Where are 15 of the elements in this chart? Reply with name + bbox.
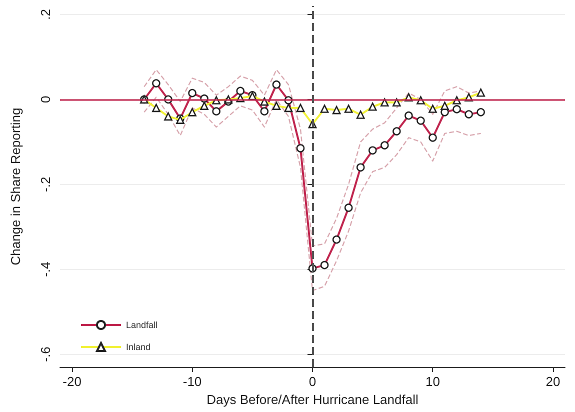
x-tick-label: 20 xyxy=(546,374,560,389)
y-tick-label: -.2 xyxy=(38,176,53,192)
y-axis-title: Change in Share Reporting xyxy=(8,108,23,266)
x-tick-label: 0 xyxy=(308,374,316,389)
legend-label: Inland xyxy=(126,342,151,352)
line-series xyxy=(144,96,482,292)
y-tick-label: .2 xyxy=(38,9,53,20)
x-tick-label: 10 xyxy=(426,374,440,389)
legend-label: Landfall xyxy=(126,320,158,330)
y-tick-label: -.6 xyxy=(38,346,53,362)
x-tick-label: -20 xyxy=(62,374,82,389)
x-axis-title: Days Before/After Hurricane Landfall xyxy=(206,392,418,407)
y-tick-label: 0 xyxy=(38,96,53,104)
x-tick-label: -10 xyxy=(182,374,202,389)
y-tick-label: -.4 xyxy=(38,262,53,277)
